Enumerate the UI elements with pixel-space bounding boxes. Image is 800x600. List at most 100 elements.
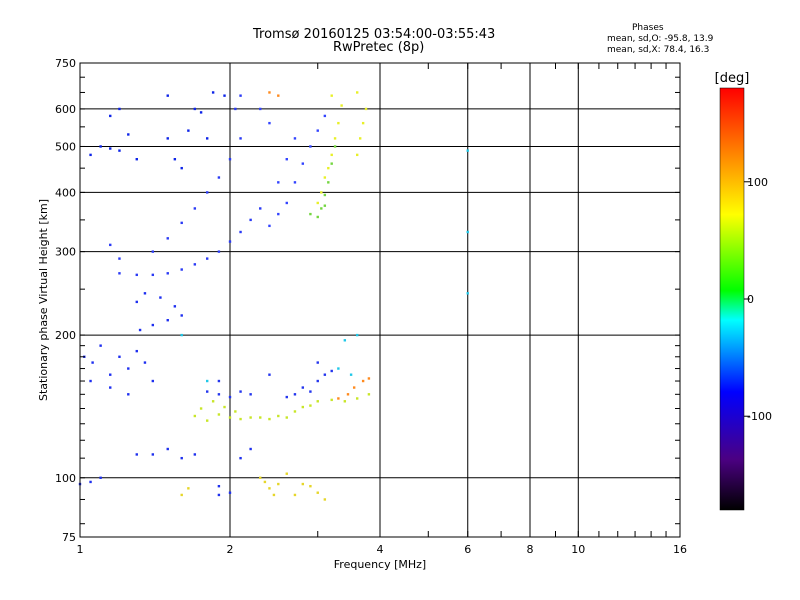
- data-point: [228, 395, 232, 399]
- y-axis-label: Stationary phase Virtual Height [km]: [37, 199, 50, 401]
- data-point: [217, 413, 221, 416]
- data-point: [199, 111, 203, 114]
- data-point: [166, 94, 169, 97]
- data-point: [358, 137, 362, 140]
- data-point: [180, 333, 183, 337]
- data-point: [349, 373, 353, 376]
- data-point: [309, 390, 312, 393]
- data-point: [293, 393, 297, 396]
- data-point: [211, 91, 215, 94]
- data-point: [285, 201, 288, 205]
- data-point: [118, 355, 121, 358]
- legend-line-o: mean, sd,O: -95.8, 13.9: [607, 34, 714, 44]
- data-point: [234, 107, 237, 111]
- data-point: [223, 94, 226, 97]
- colorbar-unit-label: [deg]: [715, 71, 750, 86]
- data-point: [99, 476, 102, 479]
- chart-title: Tromsø 20160125 03:54:00-03:55:43: [253, 27, 496, 42]
- data-point: [327, 166, 330, 170]
- data-point: [228, 416, 232, 419]
- data-point: [316, 379, 319, 383]
- data-point: [239, 390, 242, 393]
- data-point: [239, 456, 242, 460]
- data-point: [166, 447, 169, 451]
- data-point: [217, 176, 221, 179]
- data-point: [127, 367, 130, 370]
- data-point: [268, 487, 271, 490]
- data-point: [205, 390, 209, 393]
- data-point: [127, 133, 130, 136]
- data-point: [330, 94, 333, 97]
- y-tick-label: 75: [62, 531, 76, 544]
- data-point: [309, 404, 312, 407]
- data-point: [166, 319, 169, 322]
- data-point: [180, 314, 183, 317]
- data-point: [466, 292, 469, 295]
- data-point: [263, 480, 267, 484]
- legend-line-x: mean, sd,X: 78.4, 16.3: [607, 45, 710, 55]
- data-point: [151, 273, 155, 277]
- data-point: [272, 493, 276, 497]
- data-point: [205, 191, 209, 194]
- data-point: [293, 181, 297, 184]
- data-point: [301, 405, 305, 409]
- data-point: [340, 104, 343, 107]
- data-point: [364, 107, 368, 111]
- data-point: [367, 393, 371, 396]
- data-point: [346, 393, 350, 396]
- data-point: [89, 379, 92, 383]
- x-tick-label: 2: [227, 543, 234, 556]
- data-point: [159, 296, 162, 299]
- data-point: [316, 201, 319, 205]
- x-axis-label: Frequency [MHz]: [334, 558, 426, 571]
- x-tick-label: 6: [464, 543, 471, 556]
- data-point: [309, 212, 312, 216]
- colorbar-tick-label: -100: [747, 410, 772, 423]
- data-point: [91, 361, 94, 364]
- data-point: [268, 121, 271, 125]
- data-point: [367, 377, 371, 380]
- data-point: [173, 305, 177, 308]
- data-point: [193, 263, 197, 266]
- data-point: [118, 149, 121, 152]
- data-point: [234, 410, 237, 413]
- data-point: [277, 482, 280, 486]
- data-point: [249, 218, 252, 222]
- y-tick-label: 750: [55, 57, 76, 70]
- data-point: [217, 484, 221, 488]
- data-point: [193, 207, 197, 210]
- data-point: [301, 162, 305, 165]
- data-point: [333, 137, 337, 140]
- data-point: [239, 417, 242, 421]
- data-point: [239, 94, 242, 97]
- legend-title: Phases: [632, 23, 664, 33]
- data-point: [355, 153, 359, 157]
- data-point: [337, 367, 340, 370]
- data-point: [151, 250, 155, 253]
- data-point: [320, 207, 323, 210]
- data-point: [293, 410, 297, 413]
- data-point: [259, 476, 262, 479]
- data-point: [99, 145, 102, 148]
- data-point: [330, 369, 333, 373]
- data-point: [285, 416, 288, 419]
- data-point: [285, 472, 288, 475]
- data-point: [166, 237, 169, 240]
- data-point: [187, 129, 190, 132]
- data-point: [249, 393, 252, 396]
- data-point: [316, 215, 319, 219]
- data-point: [143, 361, 147, 364]
- data-point: [330, 398, 333, 402]
- data-point: [466, 230, 469, 234]
- data-point: [301, 482, 305, 486]
- data-point: [343, 400, 347, 403]
- x-tick-label: 16: [673, 543, 687, 556]
- data-point: [217, 393, 221, 396]
- data-point: [309, 484, 312, 488]
- data-point: [285, 158, 288, 161]
- y-tick-label: 400: [55, 186, 76, 199]
- data-point: [316, 129, 319, 132]
- colorbar-tick-label: 100: [747, 176, 768, 189]
- data-point: [333, 145, 337, 148]
- data-point: [138, 328, 142, 332]
